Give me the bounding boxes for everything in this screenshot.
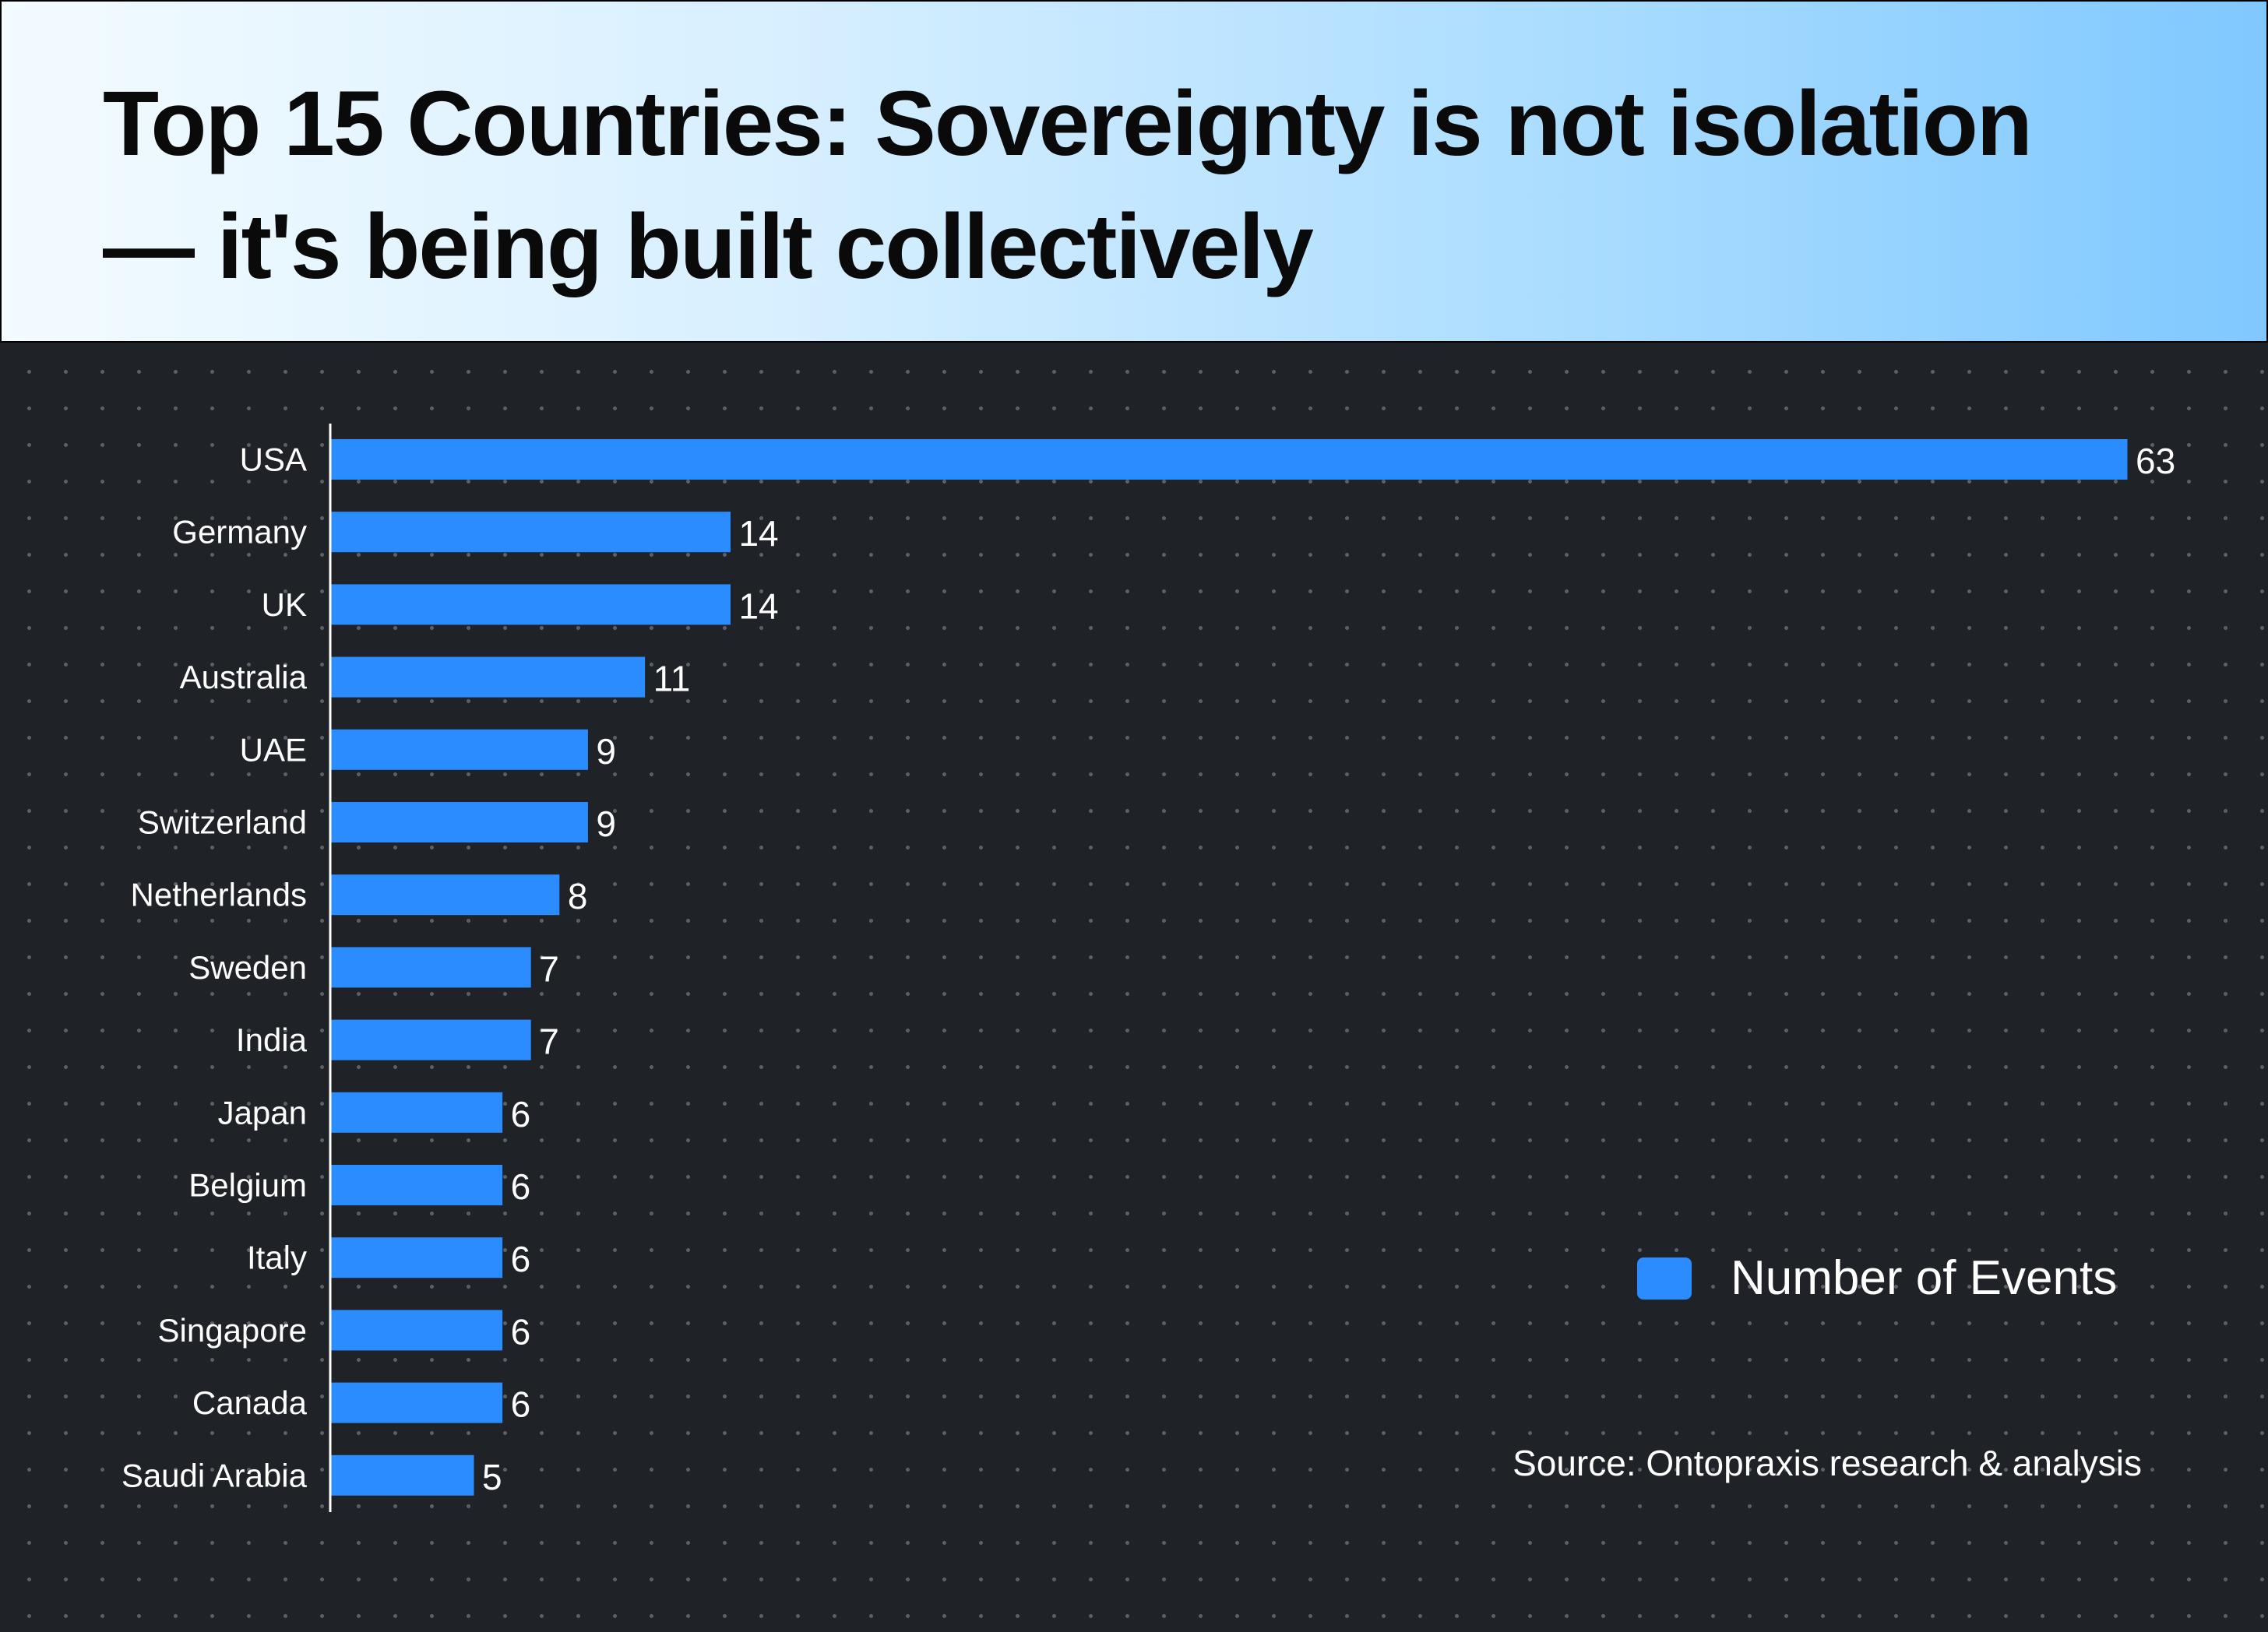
value-label-uae: 9	[596, 731, 616, 772]
value-label-italy: 6	[511, 1239, 531, 1279]
category-label-saudi-arabia: Saudi Arabia	[122, 1457, 308, 1493]
value-label-belgium: 6	[511, 1166, 531, 1207]
bar-belgium	[331, 1165, 503, 1205]
category-label-japan: Japan	[218, 1094, 307, 1131]
bar-germany	[331, 512, 731, 553]
bar-switzerland	[331, 802, 588, 842]
value-label-switzerland: 9	[596, 804, 616, 844]
value-label-sweden: 7	[539, 948, 559, 989]
bar-saudi-arabia	[331, 1454, 474, 1496]
source-note: Source: Ontopraxis research & analysis	[1513, 1443, 2142, 1483]
value-label-canada: 6	[511, 1384, 531, 1425]
bar-india	[331, 1019, 531, 1060]
value-label-germany: 14	[738, 513, 778, 554]
bar-japan	[331, 1092, 503, 1133]
value-label-netherlands: 8	[568, 876, 588, 916]
bar-italy	[331, 1237, 503, 1279]
chart-title: Top 15 Countries: Sovereignty is not iso…	[103, 72, 2033, 298]
category-label-canada: Canada	[192, 1384, 308, 1421]
bar-singapore	[331, 1310, 503, 1351]
legend-swatch	[1637, 1257, 1692, 1300]
value-label-japan: 6	[511, 1094, 531, 1134]
value-label-singapore: 6	[511, 1311, 531, 1352]
category-label-sweden: Sweden	[188, 949, 307, 986]
category-label-usa: USA	[240, 441, 307, 478]
category-label-belgium: Belgium	[188, 1167, 307, 1204]
legend: Number of Events	[1637, 1250, 2117, 1306]
category-label-switzerland: Switzerland	[138, 804, 307, 841]
category-label-australia: Australia	[180, 659, 308, 695]
bar-sweden	[331, 947, 531, 988]
category-label-uae: UAE	[240, 731, 307, 768]
category-label-india: India	[236, 1022, 308, 1058]
bar-uk	[331, 584, 731, 625]
value-label-usa: 63	[2136, 441, 2175, 481]
category-label-netherlands: Netherlands	[131, 877, 307, 913]
value-label-uk: 14	[738, 586, 778, 626]
bar-netherlands	[331, 874, 560, 916]
chart-area: USA 63 Germany 14 UK 14 Australia 11 UAE 9 Switzer…	[0, 343, 2268, 1632]
category-label-uk: UK	[262, 586, 307, 623]
category-label-germany: Germany	[172, 514, 307, 550]
header-banner: Top 15 Countries: Sovereignty is not iso…	[0, 0, 2268, 343]
category-label-singapore: Singapore	[158, 1312, 307, 1349]
value-label-australia: 11	[653, 659, 691, 699]
bar-canada	[331, 1382, 503, 1423]
bar-australia	[331, 656, 646, 698]
bar-usa	[331, 439, 2128, 480]
legend-label: Number of Events	[1731, 1251, 2118, 1305]
value-label-saudi-arabia: 5	[482, 1457, 502, 1497]
category-label-italy: Italy	[247, 1240, 307, 1276]
bar-uae	[331, 729, 588, 770]
bar-chart: USA 63 Germany 14 UK 14 Australia 11 UAE 9 Switzer…	[122, 424, 2175, 1512]
value-label-india: 7	[539, 1022, 559, 1062]
